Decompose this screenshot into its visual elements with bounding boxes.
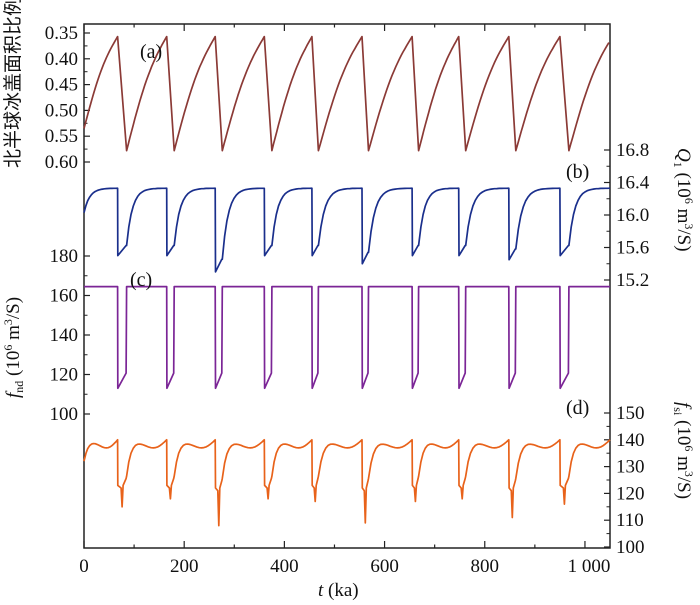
y-tick-label-1-0: 16.8 [616, 140, 649, 161]
y-tick-label-1-2: 16.0 [616, 205, 649, 226]
y-axis-label-fsi: fsi (106 m3/S) [671, 402, 696, 499]
x-tick-label-4: 800 [471, 556, 500, 577]
y-axis-label-q1: Q1 (106 m3/S) [671, 148, 696, 252]
y-tick-label-2-2: 140 [50, 325, 79, 346]
y-tick-label-0-0: 0.35 [45, 23, 78, 44]
x-tick-label-2: 400 [270, 556, 299, 577]
series-ice-area [83, 35, 610, 152]
x-axis-label: t (ka) [318, 580, 359, 601]
panel-label-d: (d) [566, 397, 589, 419]
series-fnd [84, 285, 610, 390]
y-tick-label-1-1: 16.4 [616, 173, 650, 194]
y-tick-label-3-0: 150 [616, 403, 645, 424]
x-tick-label-1: 200 [170, 556, 199, 577]
y-tick-label-3-5: 100 [616, 537, 645, 558]
y-tick-label-1-3: 15.6 [616, 238, 649, 259]
y-tick-label-0-4: 0.55 [45, 126, 78, 147]
axes-layer: 0.35 0.40 0.45 0.50 0.55 0.60 16.8 16.4 16.0 15.6… [45, 23, 650, 577]
series-fsi [83, 438, 611, 527]
y-axis-label-ice-fraction: 北半球冰盖面积比例 [2, 0, 24, 168]
x-tick-label-0: 0 [79, 556, 89, 577]
y-tick-label-3-4: 110 [616, 510, 644, 531]
x-tick-label-5: 1 000 [568, 556, 611, 577]
series-q1 [83, 187, 611, 273]
y-tick-label-2-3: 120 [50, 365, 79, 386]
y-tick-label-3-2: 130 [616, 457, 645, 478]
x-tick-label-3: 600 [370, 556, 399, 577]
y-tick-label-0-3: 0.50 [45, 100, 78, 121]
panel-label-c: (c) [130, 269, 152, 291]
y-tick-label-2-0: 180 [50, 246, 79, 267]
panel-label-b: (b) [566, 161, 589, 183]
series-layer [83, 35, 611, 527]
panel-label-a: (a) [140, 41, 162, 63]
y-tick-label-0-5: 0.60 [45, 152, 78, 173]
y-axis-label-fnd: fnd (106 m3/S) [1, 297, 26, 398]
y-tick-label-2-1: 160 [50, 286, 79, 307]
y-tick-label-3-3: 120 [616, 483, 645, 504]
y-tick-label-3-1: 140 [616, 430, 645, 451]
y-tick-label-1-4: 15.2 [616, 270, 649, 291]
y-tick-label-0-1: 0.40 [45, 49, 78, 70]
y-tick-label-2-4: 100 [50, 404, 79, 425]
y-tick-label-0-2: 0.45 [45, 75, 78, 96]
